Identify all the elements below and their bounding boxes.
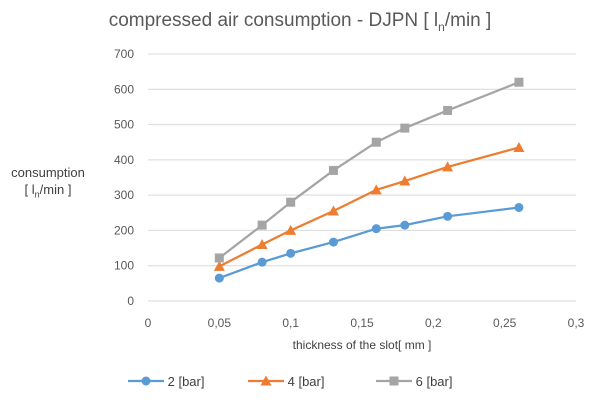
y-axis-label-subscript: n <box>34 189 40 200</box>
data-point-series-3 <box>286 197 296 207</box>
legend-label: 2 [bar] <box>164 374 205 389</box>
data-point-series-3 <box>257 220 267 230</box>
x-tick-label: 0,2 <box>425 316 442 330</box>
legend-item: 4 [bar] <box>248 374 324 389</box>
chart-title-subscript: n <box>438 19 445 34</box>
data-point-series-2 <box>285 224 297 235</box>
y-tick-label: 100 <box>114 259 134 273</box>
data-point-series-3 <box>328 165 338 175</box>
data-point-series-1 <box>514 202 524 212</box>
legend-label: 4 [bar] <box>284 374 325 389</box>
data-point-series-3 <box>371 137 381 147</box>
data-point-series-1 <box>400 220 410 230</box>
data-point-series-1 <box>443 211 453 221</box>
x-tick-label: 0,15 <box>350 316 374 330</box>
x-tick-label: 0,1 <box>282 316 299 330</box>
data-point-series-3 <box>514 77 524 87</box>
y-axis-label-end: /min ] <box>39 182 72 197</box>
y-tick-label: 200 <box>114 223 134 237</box>
data-point-series-2 <box>213 260 225 271</box>
legend-label: 6 [bar] <box>412 374 453 389</box>
data-point-series-2 <box>327 205 339 216</box>
data-point-series-2 <box>370 184 382 195</box>
plot-area: 0 100 200 300 400 500 600 700 0 0,05 0,1 0,15 0,2 0,2… <box>114 47 585 330</box>
x-tick-label: 0,3 <box>568 316 585 330</box>
series-line-3 <box>218 81 520 259</box>
data-point-series-3 <box>214 253 224 263</box>
y-axis-label: consumption[ ln/min ] <box>2 164 94 204</box>
x-tick-label: 0 <box>145 316 152 330</box>
y-tick-label: 0 <box>127 294 134 308</box>
legend-swatch <box>376 376 412 386</box>
data-point-series-2 <box>399 175 411 186</box>
data-point-series-1 <box>214 273 224 283</box>
x-tick-label: 0,25 <box>493 316 517 330</box>
y-tick-label: 500 <box>114 118 134 132</box>
x-tick-label: 0,05 <box>208 316 232 330</box>
data-point-series-2 <box>442 161 454 172</box>
data-point-series-1 <box>286 248 296 258</box>
legend: 2 [bar] 4 [bar] 6 [bar] <box>0 374 600 396</box>
data-point-series-1 <box>371 224 381 234</box>
legend-item: 2 [bar] <box>128 374 204 389</box>
legend-swatch <box>128 376 164 386</box>
data-point-series-1 <box>328 237 338 247</box>
y-tick-label: 400 <box>114 153 134 167</box>
data-point-series-1 <box>257 257 267 267</box>
data-point-series-3 <box>443 105 453 115</box>
series-line-1 <box>218 206 520 280</box>
chart-title: compressed air consumption - DJPN [ ln/m… <box>0 10 600 34</box>
series-line-2 <box>218 146 520 268</box>
y-tick-label: 700 <box>114 47 134 61</box>
y-axis-label-line2: [ ln/min ] <box>2 181 94 204</box>
data-point-series-2 <box>513 142 525 153</box>
chart-title-end: /min ] <box>444 10 492 31</box>
y-axis-label-start: [ l <box>24 182 35 197</box>
y-tick-label: 600 <box>114 82 134 96</box>
chart-title-text: compressed air consumption - DJPN [ l <box>108 10 439 31</box>
data-point-series-3 <box>400 123 410 133</box>
legend-item: 6 [bar] <box>376 374 452 389</box>
y-tick-label: 300 <box>114 188 134 202</box>
legend-swatch <box>248 375 284 386</box>
y-axis-label-line1: consumption <box>11 165 85 180</box>
x-axis-label: thickness of the slot[ mm ] <box>292 338 432 352</box>
data-point-series-2 <box>256 239 268 250</box>
